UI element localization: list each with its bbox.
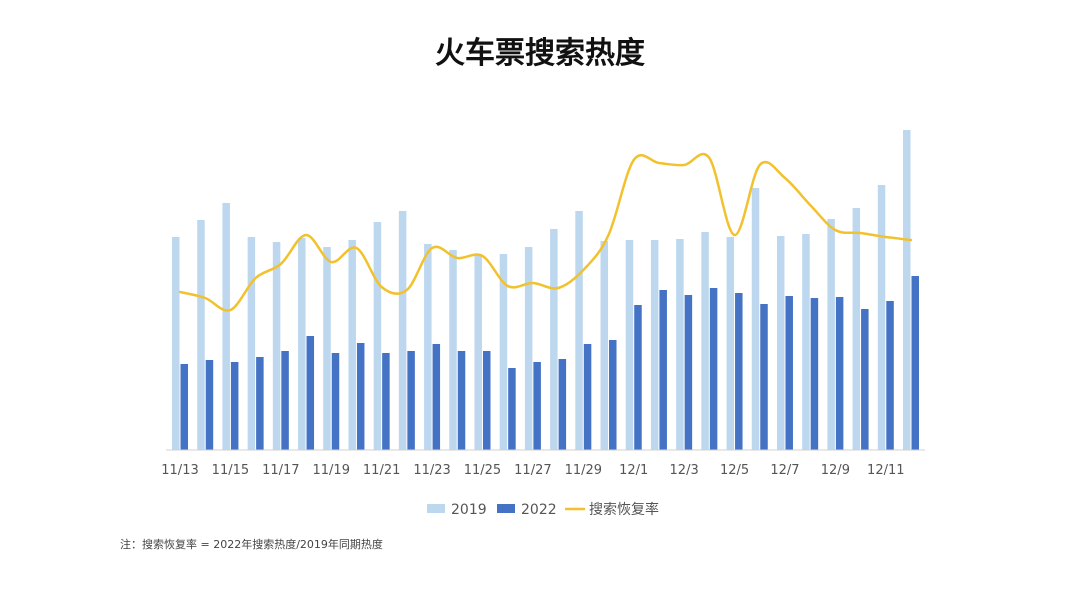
- bar-2022-12/11: [886, 301, 894, 450]
- x-tick-11/13: 11/13: [161, 463, 198, 478]
- bar-2022-11/14: [205, 360, 214, 450]
- bar-2019-11/28: [550, 229, 558, 450]
- bar-2019-11/19: [323, 247, 331, 450]
- x-tick-11/21: 11/21: [363, 463, 400, 478]
- legend-swatch-2019: [427, 504, 445, 513]
- x-tick-labels: 11/13 11/15 11/17 11/19 11/21 11/23 11/25 11/27…: [161, 463, 904, 478]
- bar-2019-12/4: [701, 232, 709, 450]
- bar-2022-12/7: [785, 296, 793, 450]
- bar-2019-11/21: [373, 222, 382, 450]
- bar-2019-12/9: [827, 219, 835, 450]
- legend-label-搜索恢复率: 搜索恢复率: [589, 501, 659, 518]
- bar-2022-12/9: [835, 297, 844, 450]
- x-tick-12/11: 12/11: [867, 463, 904, 478]
- bar-2022-11/25: [482, 351, 491, 450]
- bar-2022-12/1: [634, 305, 642, 450]
- bar-2022-11/18: [306, 336, 315, 450]
- legend-swatch-2022: [497, 504, 515, 513]
- x-tick-12/7: 12/7: [770, 463, 799, 478]
- bar-2019-11/17: [272, 242, 281, 450]
- x-tick-12/1: 12/1: [619, 463, 648, 478]
- x-tick-11/15: 11/15: [212, 463, 249, 478]
- bar-2022-11/22: [407, 351, 415, 450]
- bar-2019-12/3: [676, 239, 684, 450]
- bar-2019-12/7: [776, 236, 785, 450]
- bar-2019-12/6: [751, 188, 760, 450]
- bar-2019-11/23: [424, 244, 432, 450]
- bar-2019-11/29: [575, 211, 583, 450]
- bar-2022-11/16: [256, 357, 264, 450]
- bar-2022-12/10: [861, 309, 869, 450]
- bar-2022-11/26: [508, 368, 516, 450]
- x-tick-11/19: 11/19: [313, 463, 350, 478]
- bar-2019-12/8: [802, 234, 810, 450]
- bar-2019-11/25: [474, 255, 482, 450]
- chart-title: 火车票搜索热度: [435, 36, 645, 71]
- legend-label-2019: 2019: [451, 502, 487, 518]
- bar-2019-11/22: [398, 211, 407, 450]
- x-tick-12/5: 12/5: [720, 463, 749, 478]
- bar-2022-12/2: [659, 290, 667, 450]
- bar-2019-11/15: [222, 203, 230, 450]
- bar-2019-11/26: [499, 254, 508, 450]
- bars-layer: [172, 130, 919, 450]
- bar-2022-12/8: [810, 298, 819, 450]
- bar-2022-11/19: [331, 353, 340, 450]
- bar-2022-12/6: [760, 304, 768, 450]
- bar-2019-11/24: [449, 250, 457, 450]
- bar-2022-12/5: [735, 293, 743, 450]
- bar-2019-12/12: [903, 130, 911, 450]
- bar-2022-11/30: [609, 340, 617, 450]
- footnote: 注：搜索恢复率 = 2022年搜索热度/2019年同期热度: [120, 538, 383, 551]
- bar-2019-11/18: [298, 238, 306, 450]
- bar-2022-11/13: [180, 364, 188, 450]
- x-tick-11/29: 11/29: [565, 463, 602, 478]
- x-tick-12/9: 12/9: [821, 463, 850, 478]
- bar-2022-11/24: [457, 351, 466, 450]
- bar-2022-11/23: [432, 344, 441, 450]
- legend: 2019 2022 搜索恢复率: [427, 501, 659, 518]
- bar-2019-11/14: [197, 220, 205, 450]
- bar-2022-12/3: [684, 295, 693, 450]
- bar-2019-11/16: [247, 237, 256, 450]
- bar-2022-12/12: [911, 276, 919, 450]
- series-line-搜索恢复率: [178, 152, 913, 312]
- bar-2022-11/27: [533, 362, 541, 450]
- bar-2019-12/11: [877, 185, 886, 450]
- x-tick-11/23: 11/23: [413, 463, 450, 478]
- bar-2022-11/29: [583, 344, 592, 450]
- bar-2019-11/20: [348, 240, 356, 450]
- bar-2019-11/27: [524, 247, 533, 450]
- bar-2022-11/17: [281, 351, 289, 450]
- bar-2019-12/10: [852, 208, 861, 450]
- x-tick-11/25: 11/25: [464, 463, 501, 478]
- x-tick-11/17: 11/17: [262, 463, 299, 478]
- bar-2019-11/30: [600, 241, 609, 450]
- bar-2019-12/1: [625, 240, 634, 450]
- bar-2022-12/4: [709, 288, 718, 450]
- legend-label-2022: 2022: [521, 502, 557, 518]
- bar-2019-11/13: [172, 237, 180, 450]
- x-tick-11/27: 11/27: [514, 463, 551, 478]
- bar-2022-11/20: [356, 343, 365, 450]
- bar-2019-12/5: [726, 237, 735, 450]
- bar-2019-12/2: [650, 240, 659, 450]
- x-tick-12/3: 12/3: [670, 463, 699, 478]
- bar-2022-11/15: [230, 362, 239, 450]
- bar-2022-11/21: [382, 353, 390, 450]
- bar-2022-11/28: [558, 359, 567, 450]
